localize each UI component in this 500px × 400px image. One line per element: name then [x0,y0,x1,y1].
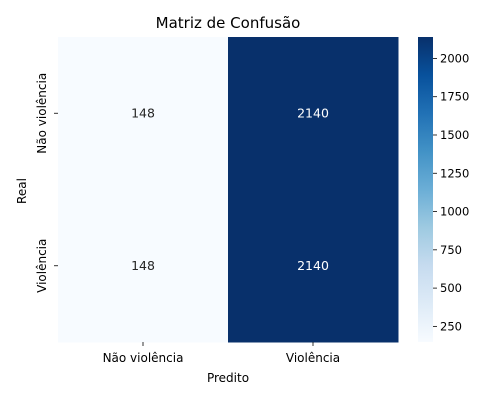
colorbar-tick-label: 1000 [440,205,469,219]
heatmap-cell [228,189,399,343]
heatmap-cells [58,37,399,343]
y-tick-label: Violência [35,239,49,293]
heatmap-cell [58,189,229,343]
chart-title: Matriz de Confusão [156,14,301,32]
colorbar-tick-label: 250 [440,319,462,333]
colorbar-tick-label: 2000 [440,51,469,65]
colorbar-tick-label: 1750 [440,90,469,104]
colorbar-tick-label: 750 [440,243,462,257]
colorbar: 250 500 750 1000 1250 1500 1750 2000 [418,37,469,342]
x-tick-label: Violência [286,351,340,365]
colorbar-tick-label: 500 [440,281,462,295]
colorbar-tick-label: 1500 [440,128,469,142]
y-axis-label: Real [15,178,29,204]
heatmap-cell [58,37,229,190]
y-tick-label: Não violência [35,73,49,154]
cell-value-label: 148 [131,258,155,273]
colorbar-gradient [418,37,433,342]
cell-value-label: 2140 [297,258,329,273]
y-axis-ticks: Não violência Violência [35,73,58,293]
x-tick-label: Não violência [103,351,184,365]
colorbar-tick-label: 1250 [440,166,469,180]
x-axis-label: Predito [207,371,249,385]
heatmap-cell [228,37,399,190]
cell-value-label: 148 [131,105,155,120]
heatmap-annotations: 148 2140 148 2140 [131,105,329,273]
cell-value-label: 2140 [297,105,329,120]
x-axis-ticks: Não violência Violência [103,342,340,365]
